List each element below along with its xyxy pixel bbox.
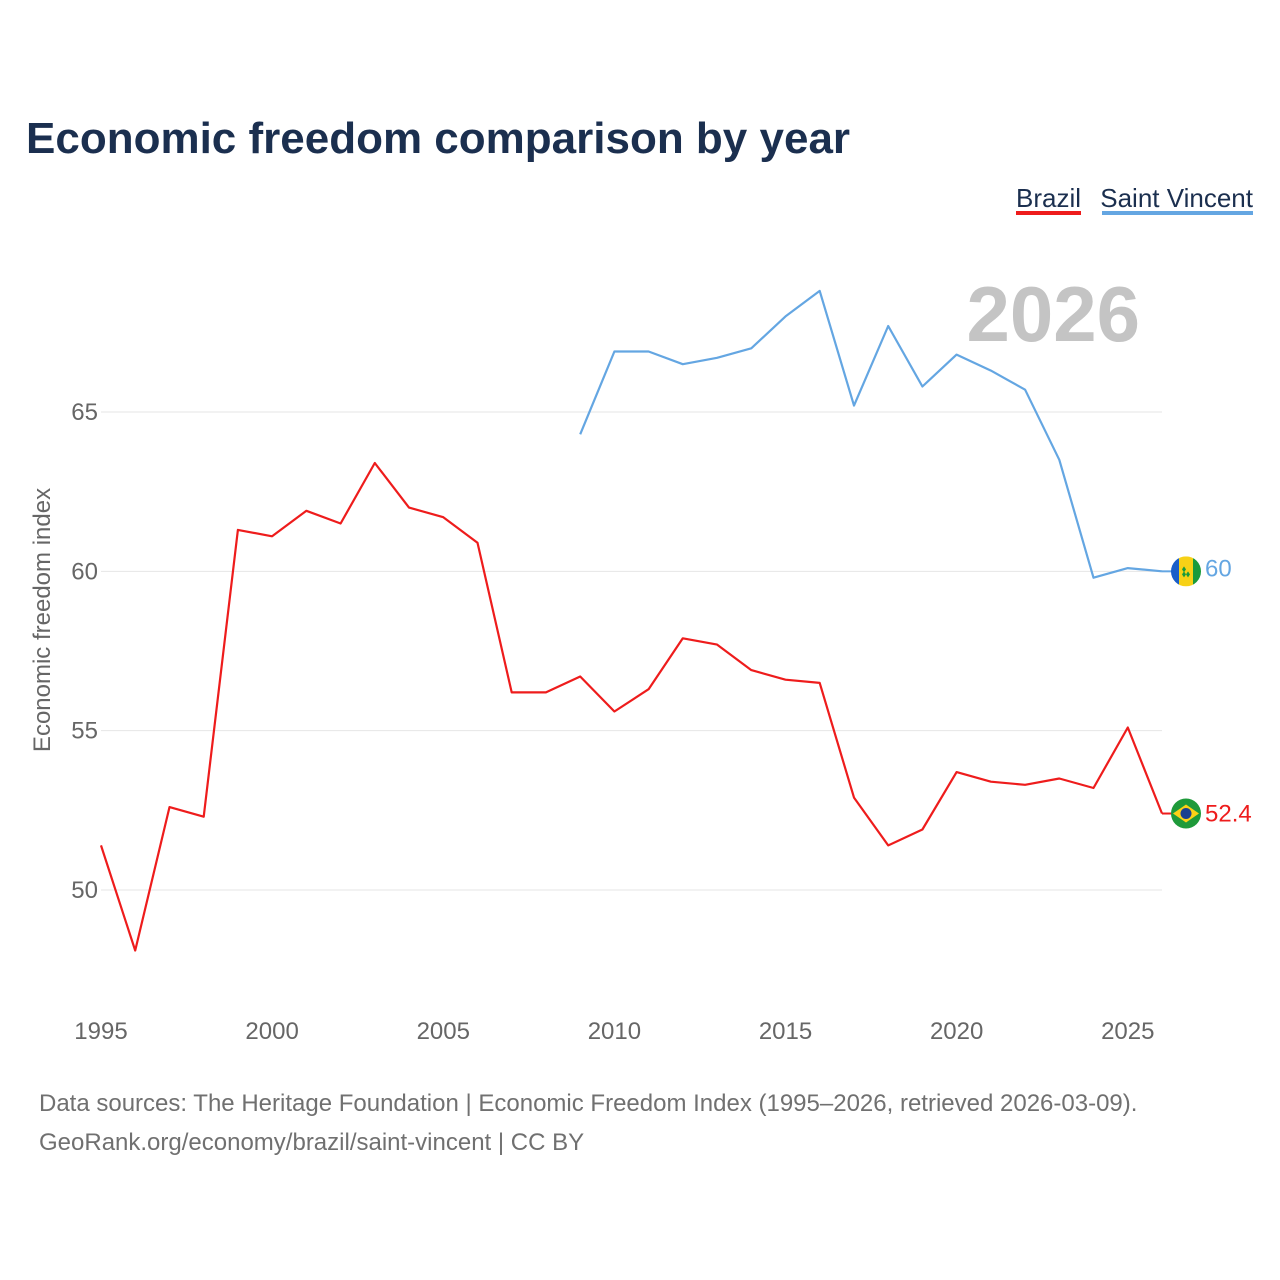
current-year-label: 2026 [966, 270, 1140, 358]
flag-stripe-yellow [1179, 556, 1193, 587]
series-lines [99, 289, 1172, 952]
x-tick-label: 2025 [1101, 1018, 1154, 1045]
flag-stripe-green [1193, 556, 1201, 587]
brazil-end-value: 52.4 [1205, 801, 1252, 828]
y-tick-label: 60 [71, 558, 98, 585]
series-line-saint-vincent [579, 289, 1163, 579]
x-tick-label: 1995 [74, 1018, 127, 1045]
y-axis-label: Economic freedom index [29, 488, 56, 752]
y-tick-label: 55 [71, 718, 98, 745]
x-tick-label: 2005 [417, 1018, 470, 1045]
x-tick-label: 2000 [245, 1018, 298, 1045]
y-tick-label: 50 [71, 877, 98, 904]
saint-vincent-flag-icon [1171, 556, 1201, 587]
x-axis-ticks: 1995 2000 2005 2010 2015 2020 2025 [74, 1018, 1154, 1045]
flag-diamonds [1182, 566, 1190, 578]
x-tick-label: 2010 [588, 1018, 641, 1045]
x-tick-label: 2015 [759, 1018, 812, 1045]
source-line-2[interactable]: GeoRank.org/economy/brazil/saint-vincent… [39, 1129, 584, 1156]
legend-brazil[interactable]: Brazil [1016, 183, 1081, 213]
legend-saint-vincent[interactable]: Saint Vincent [1100, 183, 1254, 213]
legend: Brazil Saint Vincent [1016, 183, 1254, 215]
series-line-brazil [99, 461, 1164, 952]
y-axis-ticks: 50 55 60 65 [71, 399, 98, 904]
flag-globe [1180, 808, 1192, 820]
x-tick-label: 2020 [930, 1018, 983, 1045]
source-line-1: Data sources: The Heritage Foundation | … [39, 1090, 1137, 1117]
y-tick-label: 65 [71, 399, 98, 426]
brazil-flag-icon [1171, 798, 1201, 829]
flag-stripe-blue [1171, 556, 1179, 587]
saint-vincent-end-value: 60 [1205, 555, 1232, 582]
chart-title: Economic freedom comparison by year [26, 114, 850, 163]
gridlines [101, 411, 1162, 891]
